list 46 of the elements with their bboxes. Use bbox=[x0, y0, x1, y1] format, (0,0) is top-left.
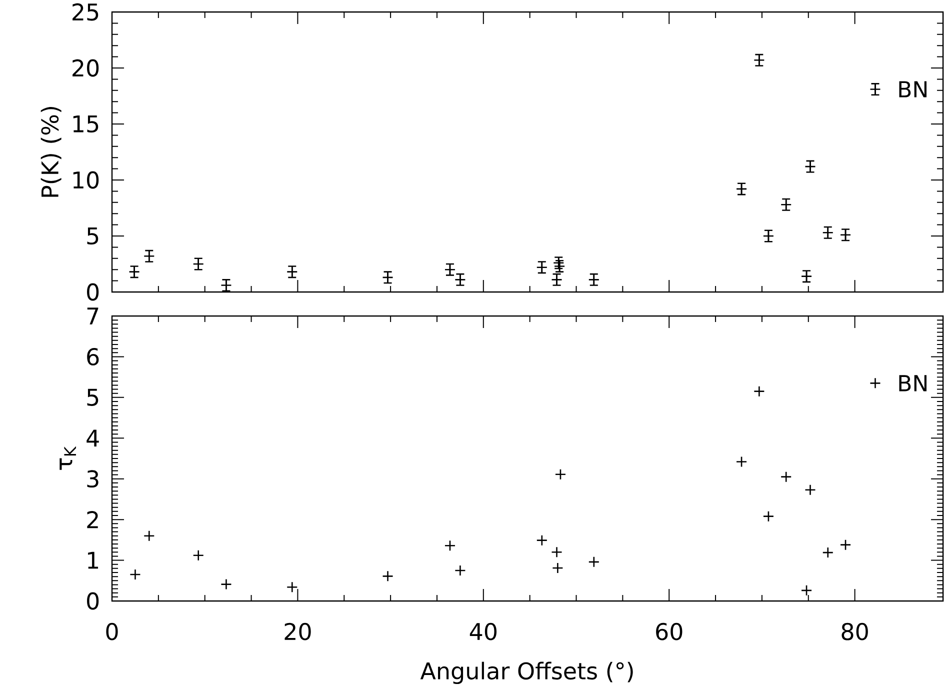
x-tick-label: 20 bbox=[284, 622, 311, 640]
point bbox=[754, 386, 765, 397]
point bbox=[192, 550, 204, 562]
annotation: BN bbox=[899, 375, 926, 392]
point bbox=[130, 568, 141, 580]
point bbox=[804, 484, 816, 496]
y-tick-label: 1 bbox=[88, 552, 98, 569]
y-tick-label: 0 bbox=[87, 283, 99, 301]
point bbox=[286, 582, 298, 593]
point bbox=[822, 546, 834, 558]
point bbox=[870, 378, 881, 389]
point bbox=[800, 584, 812, 596]
y-tick-label: 10 bbox=[73, 171, 99, 189]
point bbox=[552, 562, 564, 574]
x-tick-label: 0 bbox=[106, 622, 118, 640]
y-tick-label: 15 bbox=[73, 115, 98, 133]
point bbox=[143, 530, 155, 542]
y-tick-label: 20 bbox=[72, 59, 99, 77]
y-axis-title: τ$_{K}$ bbox=[60, 446, 76, 470]
point bbox=[444, 540, 456, 552]
point bbox=[554, 468, 566, 480]
y-tick-label: 25 bbox=[72, 3, 98, 21]
point bbox=[840, 539, 852, 550]
point bbox=[780, 471, 792, 482]
y-tick-label: 2 bbox=[87, 511, 98, 528]
y-tick-label: 5 bbox=[87, 388, 98, 406]
y-tick-label: 0 bbox=[87, 592, 99, 610]
point bbox=[762, 510, 774, 522]
point bbox=[588, 556, 600, 568]
point bbox=[551, 546, 562, 558]
point bbox=[736, 456, 748, 468]
point bbox=[382, 570, 394, 582]
y-tick-label: 6 bbox=[87, 348, 99, 366]
point bbox=[454, 564, 466, 576]
y-tick-label: 5 bbox=[87, 227, 98, 245]
y-tick-label: 3 bbox=[87, 470, 98, 488]
x-tick-label: 40 bbox=[470, 622, 497, 640]
x-tick-label: 80 bbox=[842, 622, 868, 640]
x-axis-title: Angular Offsets (°) bbox=[420, 662, 633, 684]
x-tick-label: 60 bbox=[656, 622, 682, 640]
annotation: BN bbox=[899, 81, 926, 98]
point bbox=[536, 534, 548, 546]
y-tick-label: 7 bbox=[87, 308, 98, 324]
y-axis-title: P(K) (%) bbox=[40, 106, 62, 197]
y-tick-label: 4 bbox=[86, 430, 99, 447]
point bbox=[220, 578, 232, 590]
